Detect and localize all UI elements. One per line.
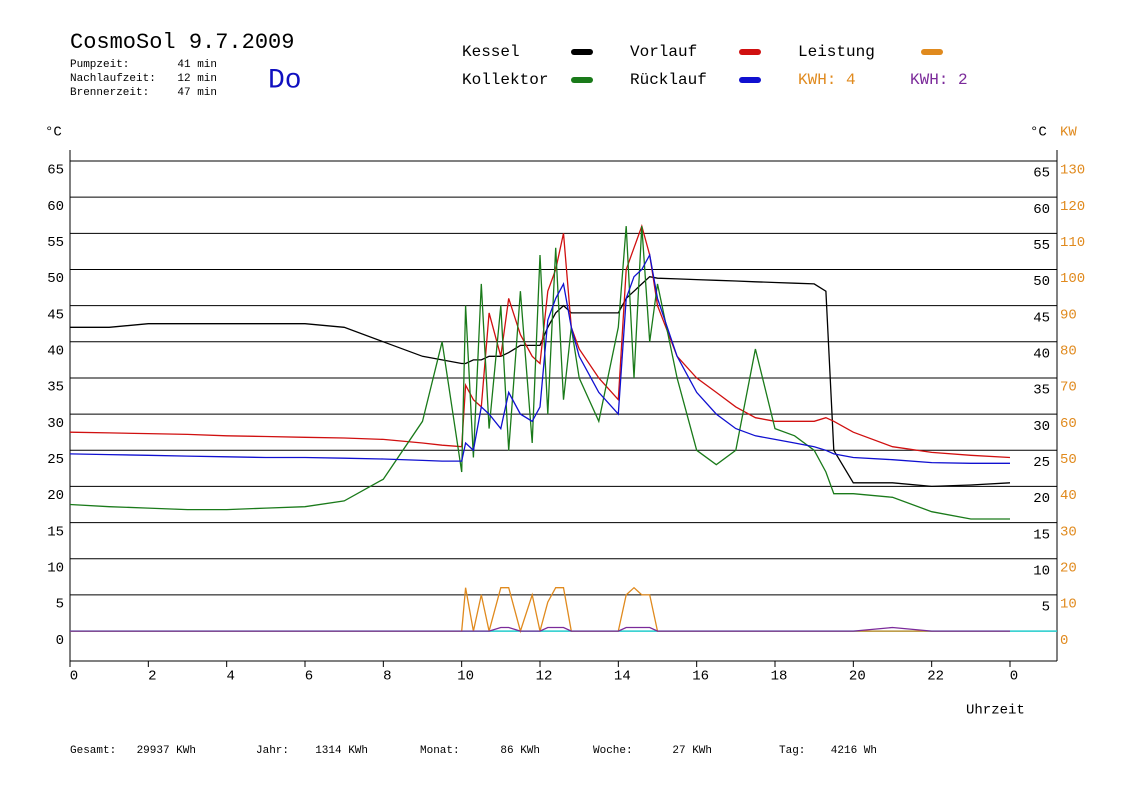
y2-tick-label: 40 [1060,488,1077,504]
y-tick-label-right: 60 [1033,202,1050,218]
footer-value: 27 KWh [672,745,712,757]
x-tick-label: 22 [927,669,944,685]
footer-label: Woche: [593,745,633,757]
y2-tick-label: 80 [1060,344,1077,360]
series-line [70,276,1011,488]
weekday: Do [268,65,302,96]
stat-value: 41 min [177,59,217,71]
stat-label: Nachlaufzeit: [70,73,156,85]
y-unit: °C [45,125,62,141]
y-tick-label-right: 65 [1033,166,1050,182]
series-line [70,626,1010,632]
y2-unit: KW [1060,125,1077,141]
y-tick-label-right: 10 [1033,563,1050,579]
footer-label: Jahr: [256,745,289,757]
y2-tick-label: 10 [1060,597,1077,613]
footer-value: 29937 KWh [137,745,196,757]
x-tick-label: 18 [771,669,788,685]
x-tick-label: 8 [383,669,391,685]
y-tick-label: 10 [47,560,64,576]
x-tick-label: 16 [692,669,709,685]
y2-tick-label: 70 [1060,380,1077,396]
x-tick-label: 12 [536,669,553,685]
y-tick-label-right: 30 [1033,419,1050,435]
x-axis-label: Uhrzeit [966,703,1025,719]
stat-label: Pumpzeit: [70,59,129,71]
series-line [70,586,1010,634]
kwh-label: KWH: 2 [910,71,968,89]
y-tick-label: 65 [47,163,64,179]
y-tick-label-right: 45 [1033,310,1050,326]
y-tick-label: 60 [47,199,64,215]
legend-label: Vorlauf [630,43,697,61]
x-tick-label: 10 [457,669,474,685]
x-tick-label: 0 [1010,669,1018,685]
series-line [69,253,1010,464]
y-tick-label: 45 [47,307,64,323]
y-tick-label: 5 [56,597,64,613]
stat-value: 12 min [177,73,217,85]
y2-tick-label: 0 [1060,633,1068,649]
y-tick-label-right: 15 [1033,527,1050,543]
y-tick-label: 30 [47,416,64,432]
y-tick-label-right: 50 [1033,274,1050,290]
footer-value: 4216 Wh [831,745,877,757]
footer-label: Monat: [420,745,460,757]
y-tick-label: 15 [47,524,64,540]
y-tick-label-right: 55 [1033,238,1050,254]
y-tick-label: 40 [47,344,64,360]
y2-tick-label: 20 [1060,560,1077,576]
stat-label: Brennerzeit: [70,87,149,99]
y2-tick-label: 120 [1060,199,1085,215]
x-tick-label: 2 [148,669,156,685]
y2-tick-label: 110 [1060,235,1085,251]
y2-tick-label: 130 [1060,163,1085,179]
y-tick-label-right: 20 [1033,491,1050,507]
y2-tick-label: 100 [1060,271,1085,287]
kwh-label: KWH: 4 [798,71,856,89]
y-tick-label: 20 [47,488,64,504]
y-tick-label: 25 [47,452,64,468]
footer-label: Tag: [779,745,805,757]
legend-label: Rücklauf [630,71,707,89]
footer-value: 1314 KWh [315,745,368,757]
y-tick-label-right: 25 [1033,455,1050,471]
y2-tick-label: 90 [1060,307,1077,323]
footer-value: 86 KWh [500,745,540,757]
y2-tick-label: 60 [1060,416,1077,432]
series-line [69,226,1010,520]
legend-label: Kessel [462,43,520,61]
y-tick-label: 55 [47,235,64,251]
y-tick-label-right: 5 [1042,600,1050,616]
x-tick-label: 6 [305,669,313,685]
legend-label: Kollektor [462,71,548,89]
y2-tick-label: 50 [1060,452,1077,468]
y2-tick-label: 30 [1060,524,1077,540]
y-tick-label-right: 35 [1033,383,1050,399]
x-tick-label: 4 [226,669,234,685]
x-tick-label: 20 [849,669,866,685]
x-tick-label: 14 [614,669,631,685]
y-tick-label-right: 40 [1033,347,1050,363]
x-tick-label: 0 [70,669,78,685]
footer-label: Gesamt: [70,745,116,757]
y-tick-label: 0 [56,633,64,649]
stat-value: 47 min [177,87,217,99]
y-tick-label: 50 [47,271,64,287]
legend-label: Leistung [798,43,875,61]
series-line [69,223,1011,459]
y-unit-right: °C [1030,125,1047,141]
y-tick-label: 35 [47,380,64,396]
chart-title: CosmoSol 9.7.2009 [70,30,294,55]
